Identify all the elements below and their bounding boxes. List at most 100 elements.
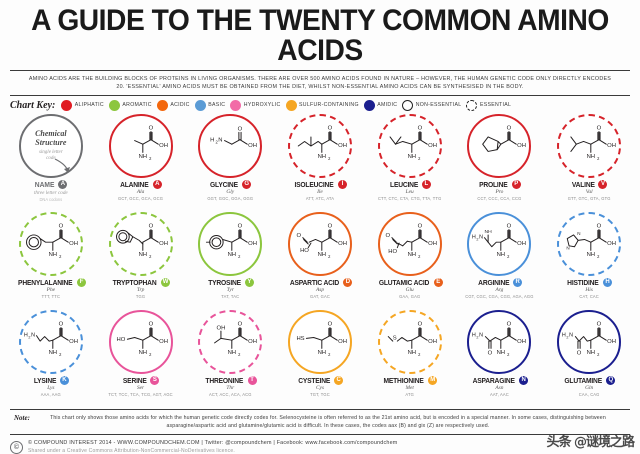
amino-acid-card-isoleucine[interactable]: O OH NH 2 ISOLEUCINE I Ile ATT, ATC, ATA (275, 113, 365, 212)
amino-acid-name-line: GLYCINE G (209, 179, 252, 189)
chart-key-item-sulfur-containing: SULFUR-CONTAINING (285, 99, 359, 111)
amino-acid-name-line: ISOLEUCINE I (293, 179, 347, 189)
amino-acid-codons: CTT, CTC, CTA, CTG, TTA, TTG (377, 196, 442, 202)
amino-acid-name-line: LEUCINE L (389, 179, 431, 189)
amino-acid-card-phenylalanine[interactable]: O OH NH 2 PHENYLALANINE F Phe TTT, TTC (6, 211, 96, 310)
amino-acid-card-arginine[interactable]: H 2 N NH O OH NH 2 ARGININE R Arg CGT, C… (455, 211, 545, 310)
amino-acid-letter-badge: G (242, 179, 252, 189)
svg-text:OH: OH (518, 143, 527, 149)
amino-acid-codons: TTT, TTC (41, 294, 61, 300)
amino-acid-card-methionine[interactable]: S O OH NH 2 METHIONINE M Met ATG (365, 309, 455, 408)
structure-circle: O OH NH 2 (18, 211, 83, 276)
svg-text:H: H (472, 234, 476, 240)
amino-acid-codons: ATT, ATC, ATA (305, 196, 335, 202)
key-ring-icon (402, 99, 414, 111)
amino-acid-name: TRYPTOPHAN (112, 277, 157, 287)
structure-circle: H 2 N O O OH NH 2 (557, 309, 622, 374)
svg-text:NH: NH (407, 252, 416, 258)
amino-acid-card-glutamic-acid[interactable]: O HO O OH NH 2 GLUTAMIC ACID E Glu GAA, … (365, 211, 455, 310)
svg-text:2: 2 (597, 156, 600, 161)
svg-text:OH: OH (217, 325, 226, 331)
amino-acid-name: PHENYLALANINE (17, 277, 73, 287)
amino-acid-letter-badge: E (433, 277, 443, 287)
legend-name: NAME (35, 179, 55, 189)
svg-text:HO: HO (300, 248, 309, 254)
amino-acid-name: ALANINE (120, 179, 149, 189)
amino-acid-card-histidine[interactable]: N N O OH NH 2 HISTIDINE H His CAT, CAC (544, 211, 634, 310)
amino-acid-abbr: Asp (315, 287, 325, 294)
amino-acid-abbr: Pro (495, 189, 504, 196)
amino-acid-card-alanine[interactable]: O OH NH 2 ALANINE A Ala GCT, GCC, GCA, G… (96, 113, 186, 212)
svg-text:OH: OH (69, 241, 78, 247)
amino-acid-abbr: Trp (136, 287, 145, 294)
legend-subtitle: single letter code (38, 150, 63, 162)
amino-acid-card-glutamine[interactable]: H 2 N O O OH NH 2 GLUTAMINE Q Gln CAA, C… (544, 309, 634, 408)
amino-acid-name-line: CYSTEINE C (297, 375, 344, 385)
note-divider (10, 408, 630, 410)
amino-acid-letter-badge: L (421, 179, 431, 189)
key-dot-icon (363, 99, 375, 111)
amino-acid-card-lysine[interactable]: H 2 N O OH NH 2 LYSINE K Lys AAA, AAG (6, 309, 96, 408)
key-item-label: AMIDIC (377, 102, 398, 109)
svg-text:NH: NH (318, 350, 327, 356)
amino-acid-card-asparagine[interactable]: H 2 N O O OH NH 2 ASPARAGINE N Asn AAT, … (455, 309, 545, 408)
amino-acid-card-aspartic-acid[interactable]: O HO O OH NH 2 ASPARTIC ACID D Asp GAT, … (275, 211, 365, 310)
amino-acid-codons: TGT, TGC (310, 392, 330, 398)
key-dot-icon (61, 99, 73, 111)
amino-acid-abbr: Leu (405, 189, 414, 196)
footer: © © COMPOUND INTEREST 2014 - WWW.COMPOUN… (0, 435, 640, 454)
svg-text:OH: OH (248, 241, 257, 247)
svg-text:2: 2 (59, 352, 62, 357)
svg-text:H: H (24, 332, 28, 338)
amino-acid-card-serine[interactable]: HO O OH NH 2 SERINE S Ser TCT, TCC, TCA,… (96, 309, 186, 408)
svg-text:O: O (597, 223, 602, 229)
amino-acid-abbr: Lys (47, 385, 55, 392)
svg-text:O: O (148, 223, 153, 229)
structure-circle: S O OH NH 2 (377, 309, 442, 374)
amino-acid-name-line: ALANINE A (119, 179, 162, 189)
amino-acid-codons: CAT, CAC (579, 294, 599, 300)
amino-acid-letter-badge: P (511, 179, 521, 189)
amino-acid-name: METHIONINE (383, 375, 424, 385)
key-item-label: ESSENTIAL (479, 102, 512, 109)
amino-acid-codons: GTT, GTC, GTA, GTG (567, 196, 611, 202)
svg-text:O: O (417, 125, 422, 131)
svg-text:O: O (597, 321, 602, 327)
structure-circle: OH O OH NH 2 (198, 309, 263, 374)
amino-acid-name: GLUTAMIC ACID (378, 277, 429, 287)
note-text: This chart only shows those amino acids … (50, 414, 606, 430)
amino-acid-codons: TGG (135, 294, 146, 300)
svg-text:2: 2 (508, 352, 511, 357)
svg-text:O: O (328, 321, 333, 327)
amino-acid-name: ISOLEUCINE (294, 179, 334, 189)
structure-circle: O OH NH 2 (198, 211, 263, 276)
amino-acid-card-tryptophan[interactable]: O OH NH 2 TRYPTOPHAN W Trp TGG (96, 211, 186, 310)
key-item-label: HYDROXYLIC (243, 102, 281, 109)
svg-text:NH: NH (497, 350, 506, 356)
svg-text:OH: OH (159, 143, 168, 149)
amino-acid-card-leucine[interactable]: O OH NH 2 LEUCINE L Leu CTT, CTC, CTA, C… (365, 113, 455, 212)
svg-text:NH: NH (407, 154, 416, 160)
amino-acid-letter-badge: C (334, 375, 344, 385)
page-title: A GUIDE TO THE TWENTY COMMON AMINO ACIDS (31, 4, 609, 67)
svg-text:OH: OH (518, 339, 527, 345)
svg-text:N: N (577, 231, 580, 236)
amino-acid-card-threonine[interactable]: OH O OH NH 2 THREONINE T Thr ACT, ACC, A… (185, 309, 275, 408)
amino-acid-abbr: Gln (585, 385, 594, 392)
amino-acid-card-valine[interactable]: O OH NH 2 VALINE V Val GTT, GTC, GTA, GT… (544, 113, 634, 212)
svg-text:O: O (328, 223, 333, 229)
note-block: Note: This chart only shows those amino … (0, 410, 640, 435)
amino-acid-card-proline[interactable]: O OH PROLINE P Pro CCT, CCC, CCA, CCG (455, 113, 545, 212)
amino-acid-name-line: HISTIDINE H (566, 277, 613, 287)
chart-key-item-non-essential: NON-ESSENTIAL (402, 99, 461, 111)
amino-acid-abbr: Val (585, 189, 593, 196)
svg-text:O: O (507, 321, 512, 327)
svg-text:NH: NH (48, 252, 57, 258)
amino-acid-card-tyrosine[interactable]: O OH NH 2 TYROSINE Y Tyr TAT, TAC (185, 211, 275, 310)
structure-circle: O HO O OH NH 2 (287, 211, 352, 276)
svg-text:2: 2 (477, 335, 479, 339)
amino-acid-card-glycine[interactable]: H 2 N O OH GLYCINE G Gly GGT, GGC, GGA, … (185, 113, 275, 212)
amino-acid-card-cysteine[interactable]: HS O OH NH 2 CYSTEINE C Cys TGT, TGC (275, 309, 365, 408)
svg-text:2: 2 (566, 335, 568, 339)
